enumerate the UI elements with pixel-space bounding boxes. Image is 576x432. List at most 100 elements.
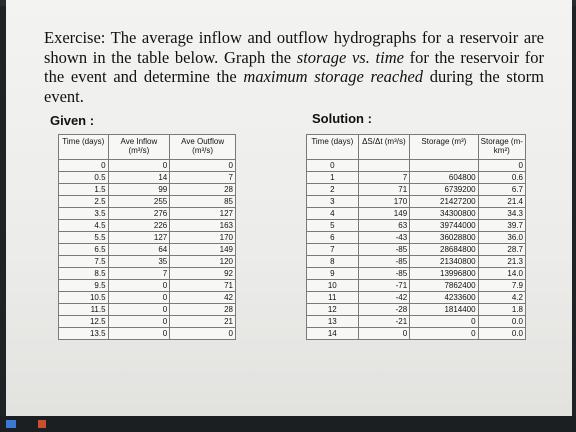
solution-cell: 1 (306, 171, 359, 184)
given-cell: 0 (107, 159, 171, 172)
given-cell: 10.5 (58, 291, 109, 304)
given-cell: 7.5 (58, 255, 109, 268)
given-cell: 7 (169, 171, 236, 184)
solution-cell (409, 159, 479, 172)
given-row: 4.5 226 163 (58, 219, 236, 232)
given-cell: 120 (169, 255, 236, 268)
given-row: 3.5 276 127 (58, 207, 236, 220)
given-cell: 71 (169, 279, 236, 292)
solution-cell: 0.0 (477, 327, 527, 340)
solution-cell: 149 (357, 207, 411, 220)
app-icon[interactable] (38, 420, 46, 428)
solution-cell: 1.8 (477, 303, 527, 316)
given-cell: 127 (107, 231, 171, 244)
given-cell: 99 (107, 183, 171, 196)
given-row: 5.5 127 170 (58, 231, 236, 244)
given-cell: 5.5 (58, 231, 109, 244)
given-cell: 276 (107, 207, 171, 220)
solution-cell: 0 (409, 315, 479, 328)
solution-cell: 7 (306, 243, 359, 256)
given-label: Given : (50, 113, 95, 128)
solution-cell: 12 (306, 303, 359, 316)
given-cell: 127 (169, 207, 236, 220)
solution-row: 8 -85 21340800 21.3 (306, 255, 527, 268)
solution-row: 13 -21 0 0.0 (306, 315, 527, 328)
taskbar (0, 416, 576, 432)
given-cell: 226 (107, 219, 171, 232)
solution-row: 14 0 0 0.0 (306, 327, 527, 340)
given-cell: 12.5 (58, 315, 109, 328)
given-cell: 3.5 (58, 207, 109, 220)
solution-cell: 21340800 (409, 255, 479, 268)
solution-cell: 7 (357, 171, 411, 184)
solution-cell: -85 (357, 255, 411, 268)
solution-cell: -85 (357, 243, 411, 256)
solution-row: 10 -71 7862400 7.9 (306, 279, 527, 292)
solution-cell: 36028800 (409, 231, 479, 244)
solution-row: 3 170 21427200 21.4 (306, 195, 527, 208)
exercise-part2: for the reservoir for the event and dete… (44, 47, 544, 87)
given-cell: 13.5 (58, 327, 109, 340)
solution-cell: 6739200 (409, 183, 479, 196)
solution-cell: 604800 (409, 171, 479, 184)
given-row: 12.5 0 21 (58, 315, 236, 328)
given-cell: 64 (107, 243, 171, 256)
solution-cell: 7.9 (477, 279, 527, 292)
solution-cell: 11 (306, 291, 359, 304)
given-cell: 21 (169, 315, 236, 328)
given-cell: 14 (107, 171, 171, 184)
start-button[interactable] (6, 420, 16, 428)
solution-header-row: Time (days) ΔS/Δt (m³/s) Storage (m³) St… (306, 134, 527, 160)
solution-cell: -42 (357, 291, 411, 304)
solution-cell: 13996800 (409, 267, 479, 280)
given-cell: 85 (169, 195, 236, 208)
given-cell: 0 (107, 279, 171, 292)
solution-label: Solution : (312, 111, 372, 126)
solution-table-body: 0 0 1 7 604800 0.6 2 71 6739200 6.7 3 170 21427200 21… (306, 159, 527, 340)
given-row: 6.5 64 149 (58, 243, 236, 256)
solution-row: 12 -28 1814400 1.8 (306, 303, 527, 316)
solution-cell: 36.0 (477, 231, 527, 244)
given-cell: 28 (169, 303, 236, 316)
solution-row: 6 -43 36028800 36.0 (306, 231, 527, 244)
given-header-row: Time (days) Ave Inflow (m³/s) Ave Outflo… (58, 134, 236, 160)
solution-cell: 4233600 (409, 291, 479, 304)
solution-cell: 21427200 (409, 195, 479, 208)
given-row: 13.5 0 0 (58, 327, 236, 340)
solution-cell: 63 (357, 219, 411, 232)
given-table: Time (days) Ave Inflow (m³/s) Ave Outflo… (58, 134, 236, 340)
solution-cell: 4 (306, 207, 359, 220)
solution-header-storage-mkm2: Storage (m-km²) (477, 134, 527, 160)
given-header-time: Time (days) (58, 134, 109, 160)
exercise-part1: Exercise: The average inflow and outflow… (44, 28, 544, 67)
solution-cell: 3 (306, 195, 359, 208)
solution-cell: 2 (306, 183, 359, 196)
solution-cell: -21 (357, 315, 411, 328)
solution-cell: 71 (357, 183, 411, 196)
given-cell: 11.5 (58, 303, 109, 316)
solution-header-storage-m3: Storage (m³) (409, 134, 479, 160)
given-cell: 42 (169, 291, 236, 304)
given-header-outflow: Ave Outflow (m³/s) (169, 134, 236, 160)
solution-cell: 6.7 (477, 183, 527, 196)
given-cell: 0 (107, 303, 171, 316)
exercise-text: Exercise: The average inflow and outflow… (44, 28, 544, 106)
solution-cell: 0 (409, 327, 479, 340)
solution-cell: 28684800 (409, 243, 479, 256)
solution-cell: 1814400 (409, 303, 479, 316)
given-row: 11.5 0 28 (58, 303, 236, 316)
given-row: 1.5 99 28 (58, 183, 236, 196)
solution-cell: 0 (306, 159, 359, 172)
given-cell: 170 (169, 231, 236, 244)
given-row: 9.5 0 71 (58, 279, 236, 292)
solution-header-ds-dt: ΔS/Δt (m³/s) (357, 134, 411, 160)
given-cell: 4.5 (58, 219, 109, 232)
given-row: 10.5 0 42 (58, 291, 236, 304)
given-row: 7.5 35 120 (58, 255, 236, 268)
solution-cell: 4.2 (477, 291, 527, 304)
solution-row: 9 -85 13996800 14.0 (306, 267, 527, 280)
solution-cell: 0 (477, 159, 527, 172)
given-row: 0.5 14 7 (58, 171, 236, 184)
solution-cell: 6 (306, 231, 359, 244)
